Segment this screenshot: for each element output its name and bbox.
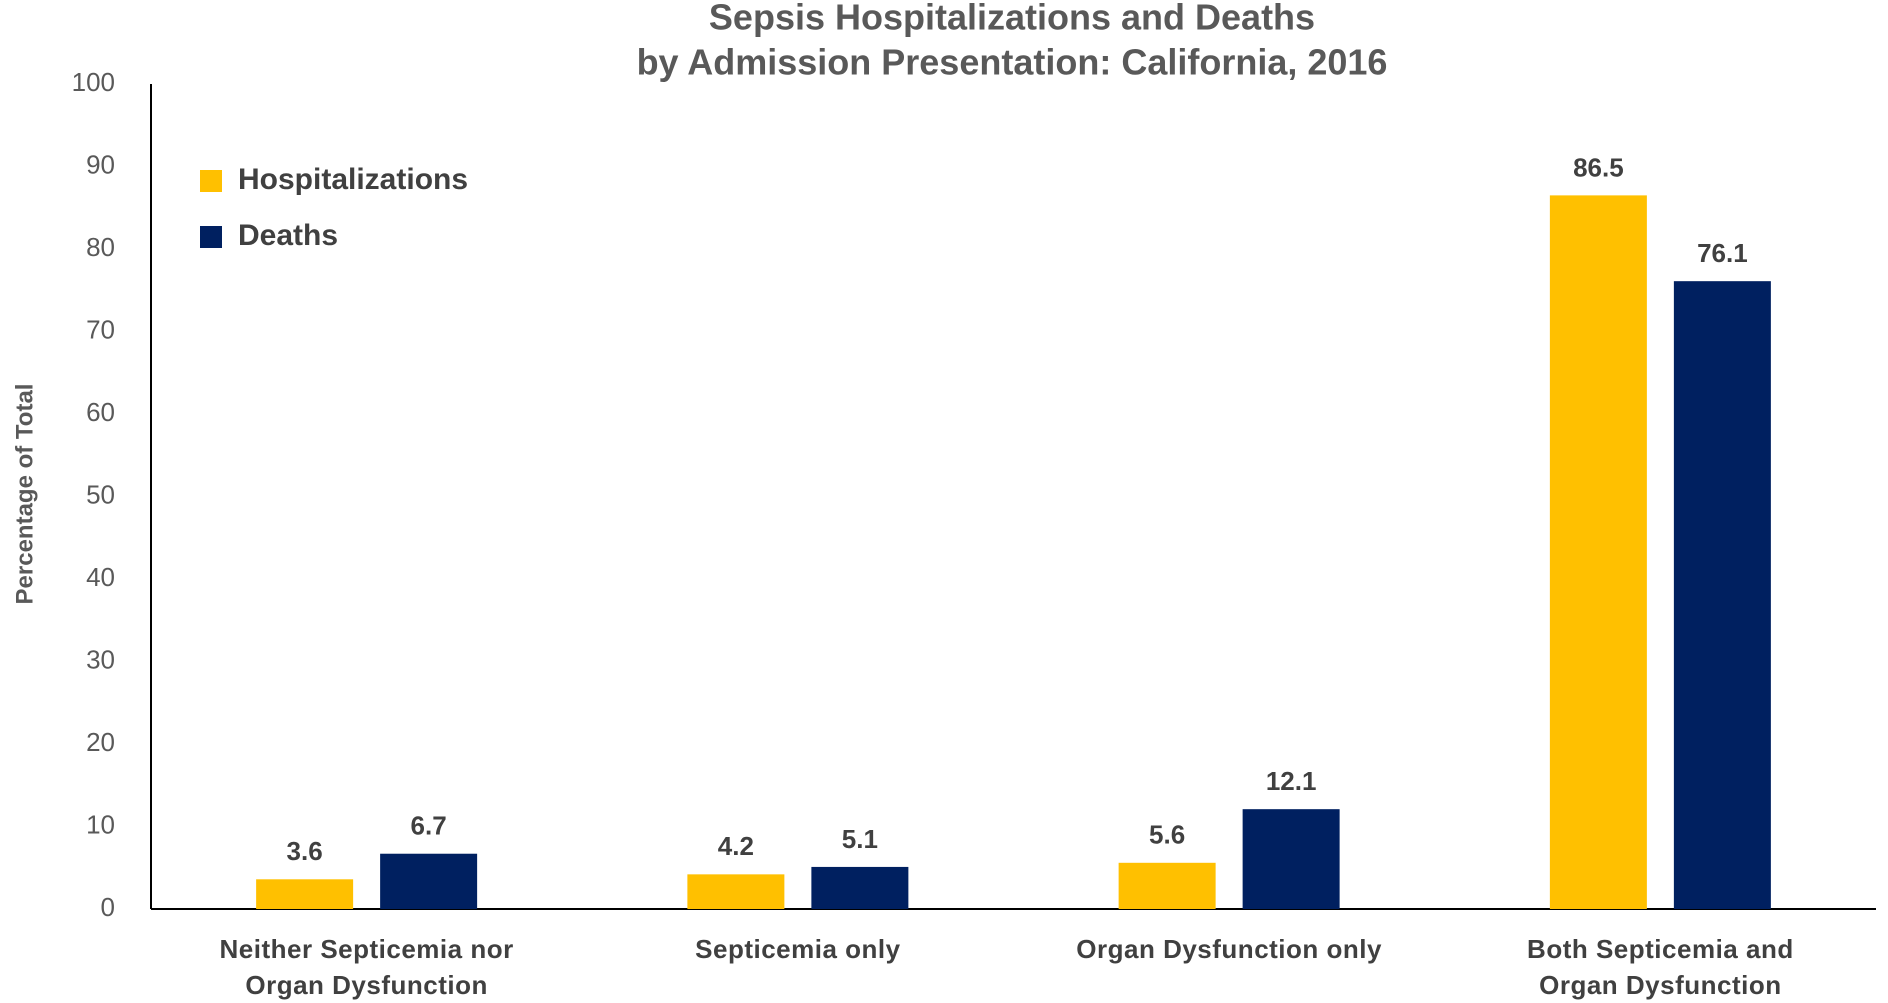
y-tick-label: 20	[86, 727, 115, 757]
y-tick-label: 0	[101, 892, 115, 922]
value-label: 12.1	[1266, 766, 1317, 796]
legend-label: Hospitalizations	[238, 163, 468, 196]
y-tick-label: 90	[86, 149, 115, 179]
x-tick-label: Both Septicemia and Organ Dysfunction	[1527, 934, 1794, 1000]
value-label: 5.1	[842, 824, 878, 854]
legend-swatch	[200, 226, 222, 248]
value-label: 5.6	[1149, 820, 1185, 850]
bar	[1118, 862, 1216, 909]
value-label: 76.1	[1697, 238, 1748, 268]
bar	[1242, 809, 1340, 909]
bar	[380, 853, 478, 909]
bar	[1549, 195, 1647, 909]
x-tick-label: Neither Septicemia nor Organ Dysfunction	[219, 934, 514, 1000]
chart-subtitle: by Admission Presentation: California, 2…	[637, 42, 1388, 83]
bar	[256, 879, 354, 909]
y-tick-label: 10	[86, 809, 115, 839]
y-tick-label: 30	[86, 644, 115, 674]
y-tick-label: 100	[72, 67, 115, 97]
value-label: 4.2	[718, 831, 754, 861]
bar	[1673, 281, 1771, 909]
y-tick-label: 70	[86, 314, 115, 344]
x-tick-label: Organ Dysfunction only	[1076, 934, 1382, 964]
bar	[687, 874, 785, 909]
legend-swatch	[200, 170, 222, 192]
value-label: 3.6	[287, 836, 323, 866]
chart-title: Sepsis Hospitalizations and Deaths	[709, 0, 1315, 38]
y-tick-label: 80	[86, 232, 115, 262]
x-tick-label: Septicemia only	[695, 934, 901, 964]
value-label: 6.7	[411, 811, 447, 841]
y-tick-label: 60	[86, 397, 115, 427]
value-label: 86.5	[1573, 152, 1624, 182]
y-axis-label: Percentage of Total	[11, 384, 38, 605]
y-tick-label: 40	[86, 562, 115, 592]
legend-label: Deaths	[238, 219, 338, 252]
bar	[811, 866, 909, 909]
y-tick-label: 50	[86, 479, 115, 509]
